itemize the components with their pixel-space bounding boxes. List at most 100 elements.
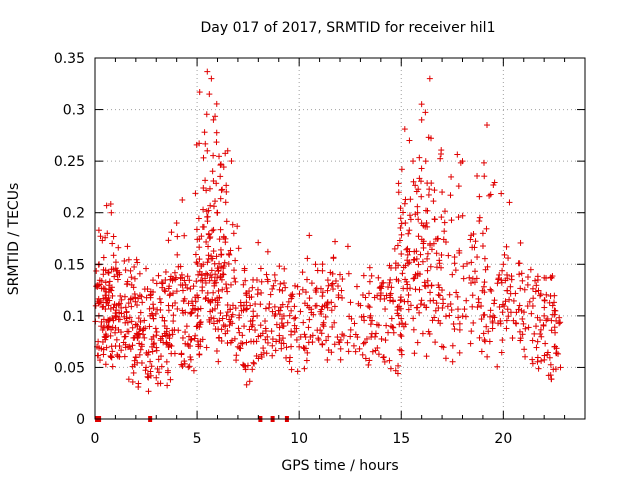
data-point <box>401 126 408 133</box>
data-point <box>165 285 172 292</box>
data-point <box>367 321 374 328</box>
data-point <box>380 354 387 361</box>
data-point <box>499 337 506 344</box>
data-point <box>387 276 394 283</box>
data-point <box>309 332 316 339</box>
data-point <box>225 250 232 257</box>
data-point <box>423 207 430 214</box>
data-point <box>181 358 188 365</box>
data-point <box>291 303 298 310</box>
data-point <box>398 250 405 257</box>
data-point <box>112 310 119 317</box>
data-point <box>410 158 417 165</box>
data-point <box>187 337 194 344</box>
data-point <box>414 203 421 210</box>
data-point <box>216 260 223 267</box>
data-point <box>378 335 385 342</box>
data-point <box>297 333 304 340</box>
data-point <box>201 129 208 136</box>
data-point <box>480 283 487 290</box>
data-point <box>282 284 289 291</box>
data-point <box>222 323 229 330</box>
data-point <box>552 329 559 336</box>
data-point <box>413 304 420 311</box>
data-point <box>204 259 211 266</box>
data-point <box>103 318 110 325</box>
data-point <box>375 351 382 358</box>
data-point <box>144 351 151 358</box>
data-point <box>214 209 221 216</box>
data-point <box>111 273 118 280</box>
data-point <box>352 348 359 355</box>
data-point <box>200 154 207 161</box>
data-point <box>164 341 171 348</box>
data-point <box>250 359 257 366</box>
data-point <box>222 150 229 157</box>
data-point <box>235 245 242 252</box>
data-point <box>423 304 430 311</box>
data-point <box>189 298 196 305</box>
data-point <box>173 288 180 295</box>
data-point <box>115 244 122 251</box>
data-point <box>205 252 212 259</box>
data-point <box>293 336 300 343</box>
data-point <box>95 352 102 359</box>
data-point <box>208 267 215 274</box>
data-point <box>172 299 179 306</box>
data-point <box>481 336 488 343</box>
data-point <box>437 320 444 327</box>
data-point <box>273 321 280 328</box>
y-tick-label: 0 <box>76 412 85 428</box>
data-point <box>123 281 130 288</box>
data-point <box>484 353 491 360</box>
data-point <box>250 276 257 283</box>
data-point <box>415 186 422 193</box>
data-point <box>339 276 346 283</box>
data-point <box>400 264 407 271</box>
data-point <box>318 330 325 337</box>
data-point <box>548 317 555 324</box>
data-point <box>157 353 164 360</box>
data-point <box>294 283 301 290</box>
data-point <box>468 280 475 287</box>
data-point <box>505 255 512 262</box>
data-point <box>113 313 120 320</box>
data-point <box>121 257 128 264</box>
data-point <box>405 306 412 313</box>
data-point <box>100 346 107 353</box>
data-point <box>407 302 414 309</box>
data-point <box>135 331 142 338</box>
data-point <box>423 220 430 227</box>
data-point <box>288 343 295 350</box>
data-point <box>324 356 331 363</box>
data-point <box>110 252 117 259</box>
data-point <box>168 229 175 236</box>
data-point <box>306 295 313 302</box>
data-point <box>529 337 536 344</box>
data-point <box>125 376 132 383</box>
data-point <box>197 318 204 325</box>
data-point <box>489 325 496 332</box>
data-point <box>454 306 461 313</box>
data-point <box>126 314 133 321</box>
data-point <box>170 290 177 297</box>
data-point <box>250 308 257 315</box>
data-point <box>100 295 107 302</box>
data-point <box>456 349 463 356</box>
data-point <box>220 271 227 278</box>
data-point <box>243 381 250 388</box>
data-point <box>344 243 351 250</box>
data-point <box>229 311 236 318</box>
data-point <box>187 353 194 360</box>
data-point <box>398 166 405 173</box>
data-point <box>141 286 148 293</box>
data-point <box>455 314 462 321</box>
data-point <box>164 382 171 389</box>
data-point <box>442 239 449 246</box>
data-point <box>159 284 166 291</box>
data-point <box>194 323 201 330</box>
data-point <box>129 324 136 331</box>
data-point <box>169 302 176 309</box>
data-point <box>127 267 134 274</box>
data-point <box>507 283 514 290</box>
